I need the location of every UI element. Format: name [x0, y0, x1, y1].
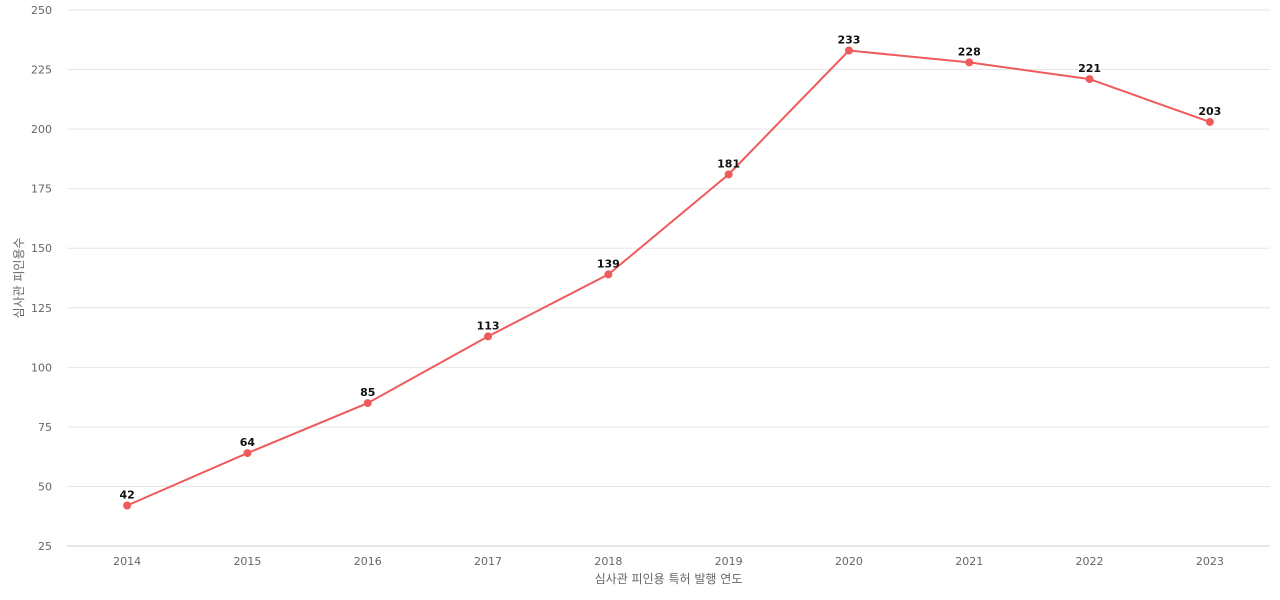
x-tick-label: 2022: [1076, 555, 1104, 568]
x-tick-label: 2023: [1196, 555, 1224, 568]
x-tick-label: 2020: [835, 555, 863, 568]
x-tick-label: 2015: [233, 555, 261, 568]
y-tick-label: 150: [31, 242, 52, 255]
data-point[interactable]: [724, 170, 733, 179]
data-label: 233: [837, 33, 860, 46]
data-point[interactable]: [1205, 117, 1214, 126]
y-axis-title: 심사관 피인용수: [12, 237, 26, 318]
data-label: 139: [597, 257, 620, 270]
y-tick-label: 250: [31, 4, 52, 17]
y-tick-label: 175: [31, 183, 52, 196]
data-label: 228: [958, 45, 981, 58]
data-points: [123, 46, 1214, 510]
y-tick-label: 50: [38, 480, 52, 493]
data-point[interactable]: [484, 332, 493, 341]
data-label: 85: [360, 386, 375, 399]
y-tick-label: 125: [31, 302, 52, 315]
data-point[interactable]: [123, 501, 132, 510]
data-point[interactable]: [604, 270, 613, 279]
data-point[interactable]: [243, 449, 252, 458]
y-axis-ticks: 25 50 75 100 125 150 175 200 225 250: [31, 4, 52, 553]
x-tick-label: 2021: [955, 555, 983, 568]
y-tick-label: 200: [31, 123, 52, 136]
y-tick-label: 25: [38, 540, 52, 553]
data-point[interactable]: [1085, 75, 1094, 84]
data-label: 203: [1198, 105, 1221, 118]
data-label: 42: [119, 489, 134, 502]
data-point[interactable]: [965, 58, 974, 67]
x-axis-ticks: 2014 2015 2016 2017 2018 2019 2020 2021 2022 2023: [113, 555, 1224, 568]
data-label: 221: [1078, 62, 1101, 75]
x-tick-label: 2018: [594, 555, 622, 568]
x-tick-label: 2016: [354, 555, 382, 568]
data-label: 181: [717, 157, 740, 170]
series-line: [126, 49, 1211, 507]
x-tick-label: 2017: [474, 555, 502, 568]
x-tick-label: 2014: [113, 555, 141, 568]
data-point[interactable]: [844, 46, 853, 55]
data-point[interactable]: [363, 399, 372, 408]
data-label: 113: [477, 319, 500, 332]
data-labels: 42 64 85 113 139 181 233 228 221 203: [119, 33, 1221, 501]
y-tick-label: 225: [31, 64, 52, 77]
grid-lines: [67, 9, 1270, 547]
x-tick-label: 2019: [715, 555, 743, 568]
x-axis-title: 심사관 피인용 특허 발행 연도: [595, 571, 743, 586]
y-tick-label: 100: [31, 361, 52, 374]
data-label: 64: [240, 436, 256, 449]
y-tick-label: 75: [38, 421, 52, 434]
